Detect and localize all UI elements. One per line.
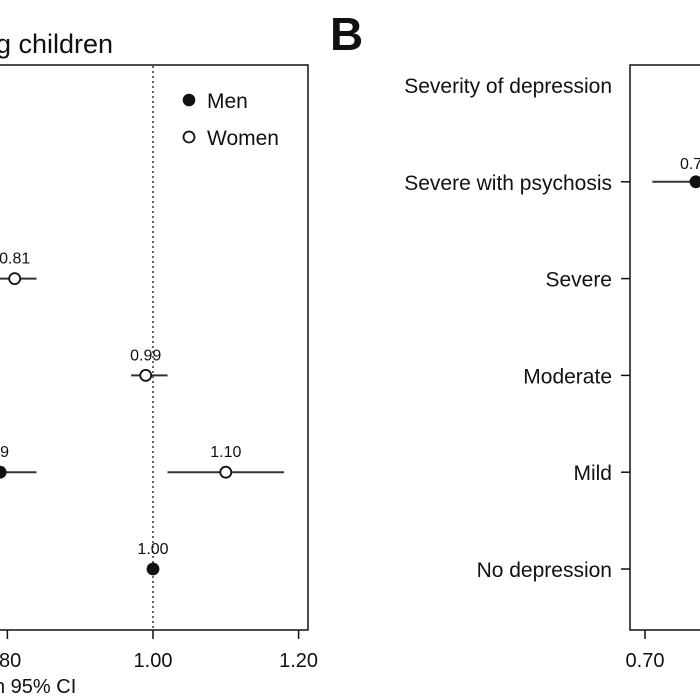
panel-b-category-label: Moderate	[523, 365, 612, 388]
panel-a-data-label: 1.00	[137, 541, 168, 558]
panel-b-y-axis: Severity of depression Severe with psycho…	[404, 75, 630, 582]
panel-a-x-tick-label: 1.20	[279, 650, 318, 672]
panel-a-data-label: 1.10	[210, 444, 241, 461]
panel-b-category-label: Mild	[573, 462, 612, 485]
panel-b-category-label: Severe with psychosis	[404, 172, 612, 195]
panel-b-x-tick-label: 0.70	[626, 650, 665, 672]
panel-b-category-label: Severe	[545, 269, 612, 292]
panel-a: g children .80 1.00 1.20 h 95% CI 79 1.00 0.…	[0, 29, 318, 698]
panel-b: B Severity of depression Severe with psyc…	[330, 8, 700, 672]
panel-a-point-women	[139, 368, 153, 382]
panel-b-data-label: 0.7	[680, 156, 700, 173]
panel-b-letter: B	[330, 8, 363, 60]
panel-a-data-label: 0.81	[0, 251, 30, 268]
panel-b-category-label: No depression	[477, 559, 612, 582]
panel-b-category-label: Severity of depression	[404, 75, 612, 98]
legend-women-label: Women	[207, 127, 279, 150]
panel-b-x-axis: 0.70	[626, 630, 665, 672]
panel-a-point-women	[8, 272, 22, 286]
panel-a-legend: Men Women	[182, 90, 279, 150]
panel-a-point-men	[146, 562, 160, 576]
panel-a-title: g children	[0, 29, 113, 59]
panel-b-plot-frame	[629, 64, 700, 631]
panel-a-data-label: 0.99	[130, 347, 161, 364]
panel-a-point-men	[0, 465, 7, 479]
panel-b-point	[689, 175, 700, 189]
panel-b-data-points: 0.7	[652, 156, 700, 189]
panel-a-x-axis: .80 1.00 1.20	[0, 630, 318, 672]
panel-a-x-tick-label: .80	[0, 650, 21, 672]
panel-a-x-tick-label: 1.00	[134, 650, 173, 672]
panel-a-point-women	[219, 465, 233, 479]
panel-a-x-axis-label: h 95% CI	[0, 676, 76, 698]
panel-a-data-label: 79	[0, 444, 9, 461]
panel-a-data-points: 79 1.00 0.81 0.99 1.10	[0, 251, 285, 576]
legend-women-marker	[182, 130, 196, 144]
panel-a-plot-frame	[0, 64, 309, 631]
legend-men-marker	[182, 93, 196, 107]
legend-men-label: Men	[207, 90, 248, 113]
